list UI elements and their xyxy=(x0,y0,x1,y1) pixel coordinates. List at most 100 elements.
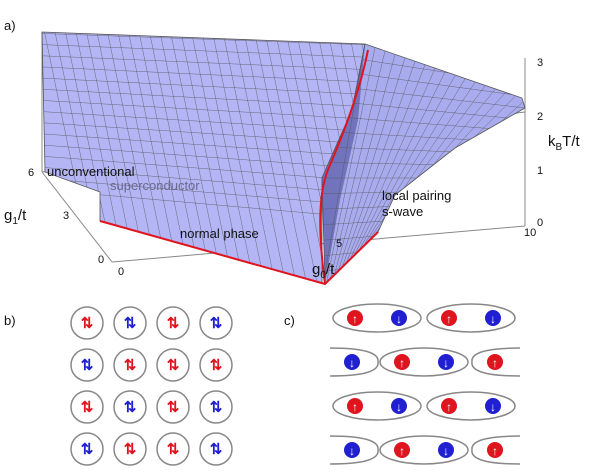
pair: ⇅ xyxy=(167,357,180,374)
site xyxy=(156,432,190,466)
grid-line xyxy=(188,32,248,283)
pair-orbital xyxy=(332,391,422,421)
spin: ↑ xyxy=(492,356,498,370)
pair-orbital xyxy=(329,347,379,377)
site xyxy=(70,306,104,340)
spin: ↑ xyxy=(352,312,358,326)
pair-orbital xyxy=(471,347,521,377)
tick-label: 5 xyxy=(336,238,342,250)
spin: ↓ xyxy=(349,444,355,458)
grid-line xyxy=(241,32,300,283)
electron xyxy=(441,398,457,414)
tick-label: 1 xyxy=(537,165,543,177)
pair-orbital xyxy=(379,347,469,377)
grid-line xyxy=(346,32,365,283)
pair-orbital xyxy=(379,435,469,465)
pair: ⇅ xyxy=(81,315,94,332)
site xyxy=(113,306,147,340)
grid-line xyxy=(42,32,365,47)
panel-label: c) xyxy=(284,313,295,328)
site xyxy=(156,390,190,424)
grid-line xyxy=(336,57,406,276)
electron xyxy=(347,310,363,326)
pair: ⇅ xyxy=(210,441,223,458)
spin: ↓ xyxy=(396,400,402,414)
spin: ↑ xyxy=(492,444,498,458)
tick-label: 6 xyxy=(28,167,34,179)
lattice-c: ↑ ↓ ↑ ↓ ↓ ↑ ↓ ↑ ↑ ↓ ↑ ↓ ↓ ↑ ↓ ↑ xyxy=(329,303,521,465)
spin: ↓ xyxy=(349,356,355,370)
spin: ↑ xyxy=(446,312,452,326)
spin: ↓ xyxy=(396,312,402,326)
pair-orbital xyxy=(426,303,516,333)
electron xyxy=(487,354,503,370)
grid-line xyxy=(355,75,456,257)
site xyxy=(156,348,190,382)
tick-label: 0 xyxy=(537,217,543,229)
grid-line xyxy=(42,64,365,84)
grid-line xyxy=(42,119,365,147)
grid-line xyxy=(251,32,311,283)
electron xyxy=(347,398,363,414)
site xyxy=(70,432,104,466)
region-label: local pairing xyxy=(382,188,451,203)
site xyxy=(199,432,233,466)
spin: ↓ xyxy=(490,400,496,414)
spin: ↓ xyxy=(443,444,449,458)
pair: ⇅ xyxy=(81,441,94,458)
electron xyxy=(391,310,407,326)
pair: ⇅ xyxy=(210,357,223,374)
grid-line xyxy=(42,86,365,109)
tick-label: 10 xyxy=(524,227,536,239)
lattice-b: ⇅ ⇅ ⇅ ⇅ ⇅ ⇅ ⇅ ⇅ ⇅ ⇅ ⇅ ⇅ ⇅ ⇅ ⇅ ⇅ xyxy=(70,306,233,466)
panel-label: a) xyxy=(4,18,16,33)
grid-line xyxy=(42,108,365,134)
site xyxy=(113,390,147,424)
axis-label: kBT/t xyxy=(548,133,581,153)
electron xyxy=(441,310,457,326)
pair: ⇅ xyxy=(167,399,180,416)
axis-label: g1/t xyxy=(4,207,27,227)
pair: ⇅ xyxy=(124,357,137,374)
sc-surface xyxy=(41,31,366,284)
site xyxy=(156,306,190,340)
site xyxy=(199,306,233,340)
region-label: unconventional xyxy=(47,164,135,179)
grid-line xyxy=(329,50,386,283)
pair: ⇅ xyxy=(124,399,137,416)
region-label: s-wave xyxy=(382,204,423,219)
pair-orbital xyxy=(471,435,521,465)
electron xyxy=(394,354,410,370)
electron xyxy=(487,442,503,458)
grid-line xyxy=(363,82,476,249)
grid-line xyxy=(209,32,269,283)
phase-boundary xyxy=(319,49,369,285)
spin: ↑ xyxy=(399,444,405,458)
electron xyxy=(485,310,501,326)
site xyxy=(70,390,104,424)
site xyxy=(113,348,147,382)
tick-label: 2 xyxy=(537,111,543,123)
electron xyxy=(391,398,407,414)
site xyxy=(199,390,233,424)
pair: ⇅ xyxy=(167,315,180,332)
grid-line xyxy=(335,32,365,283)
region-label: normal phase xyxy=(180,226,259,241)
pair: ⇅ xyxy=(124,315,137,332)
spin: ↑ xyxy=(352,400,358,414)
electron xyxy=(344,442,360,458)
grid-line xyxy=(42,53,365,72)
spin: ↑ xyxy=(446,400,452,414)
grid-line xyxy=(340,61,416,272)
electron xyxy=(485,398,501,414)
electron xyxy=(344,354,360,370)
grid-line xyxy=(322,44,366,284)
pair: ⇅ xyxy=(210,399,223,416)
grid-line xyxy=(42,97,365,122)
tick-label: 3 xyxy=(63,210,69,222)
pair: ⇅ xyxy=(81,357,94,374)
spin: ↑ xyxy=(399,356,405,370)
pair-orbital xyxy=(332,303,422,333)
grid-line xyxy=(351,71,446,261)
